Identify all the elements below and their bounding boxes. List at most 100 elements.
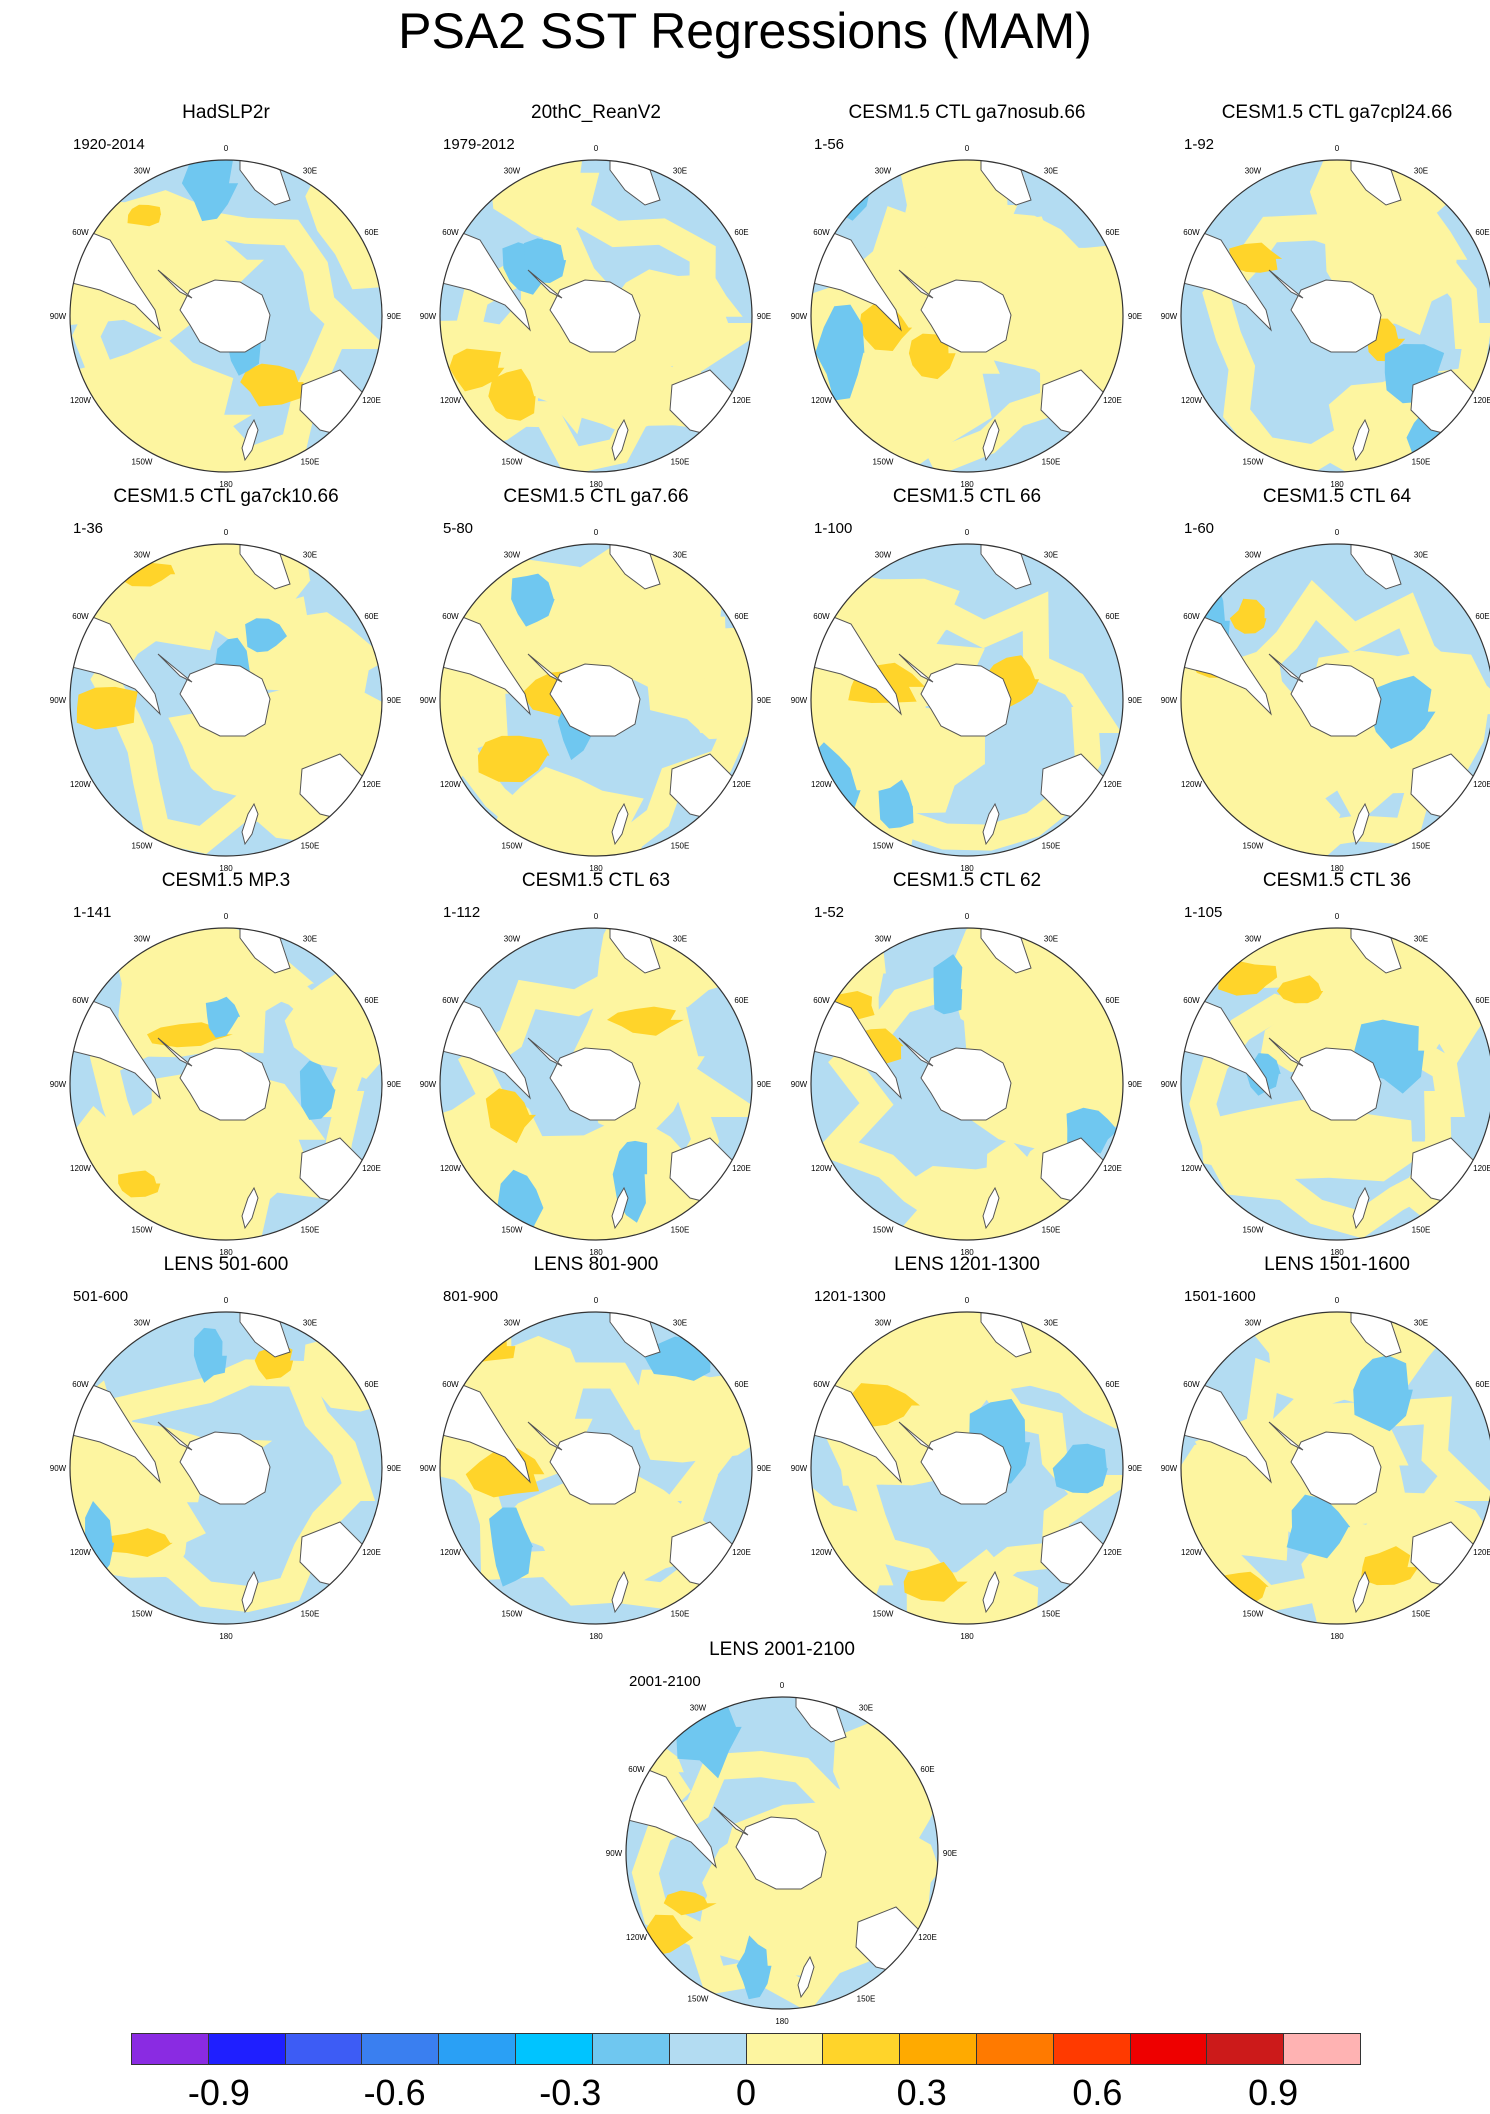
longitude-label: 120E — [1473, 396, 1490, 405]
longitude-label: 120E — [732, 1164, 751, 1173]
panel-period: 501-600 — [73, 1288, 129, 1305]
panel-title: LENS 501-600 — [163, 1254, 289, 1275]
new-zealand-landmass — [982, 1186, 1000, 1230]
negative-anomaly — [814, 160, 872, 221]
colorbar-swatch — [976, 2034, 1054, 2064]
longitude-label: 30E — [673, 551, 687, 560]
new-zealand-landmass — [241, 802, 259, 846]
longitude-label: 60E — [1475, 996, 1489, 1005]
panel-title: CESM1.5 CTL ga7cpl24.66 — [1221, 102, 1453, 123]
antarctica-landmass — [920, 663, 1012, 737]
longitude-label: 120W — [70, 1548, 91, 1557]
longitude-label: 90E — [757, 1464, 771, 1473]
longitude-label: 180 — [219, 1632, 233, 1641]
longitude-label: 30W — [504, 551, 521, 560]
longitude-label: 150E — [301, 842, 320, 851]
longitude-label: 90E — [943, 1849, 957, 1858]
longitude-label: 120E — [1103, 396, 1122, 405]
longitude-label: 180 — [219, 1248, 233, 1257]
longitude-label: 30W — [875, 167, 892, 176]
panel-title: LENS 2001-2100 — [709, 1639, 855, 1660]
longitude-label: 0 — [965, 1296, 970, 1305]
longitude-label: 150W — [502, 1610, 523, 1619]
longitude-label: 60E — [1105, 996, 1119, 1005]
antarctic-peninsula — [527, 1421, 563, 1451]
positive-anomaly-band — [631, 1751, 933, 2009]
strong-positive-anomaly — [485, 1088, 536, 1144]
longitude-label: 0 — [594, 1296, 599, 1305]
longitude-label: 90E — [1128, 312, 1142, 321]
longitude-label: 0 — [594, 528, 599, 537]
longitude-label: 150E — [301, 458, 320, 467]
longitude-label: 60W — [813, 612, 830, 621]
positive-anomaly-band — [812, 968, 1116, 1240]
antarctica-landmass — [1290, 663, 1382, 737]
longitude-label: 150E — [671, 1226, 690, 1235]
longitude-label: 120W — [70, 1164, 91, 1173]
map-boundary — [1180, 159, 1490, 473]
panel-period: 1-105 — [1184, 904, 1223, 921]
longitude-label: 30W — [690, 1704, 707, 1713]
map-boundary — [810, 927, 1124, 1241]
polar-map: 0 30E 60E 90E 120E 150E 180 150W 120W 90W 60W 30W — [791, 528, 1142, 873]
strong-positive-anomaly — [1229, 598, 1267, 634]
longitude-label: 120W — [440, 1164, 461, 1173]
longitude-label: 120W — [1181, 1548, 1202, 1557]
positive-anomaly-region — [494, 1472, 714, 1590]
longitude-label: 150E — [1042, 1610, 1061, 1619]
longitude-label: 120E — [1103, 1164, 1122, 1173]
polar-map: 0 30E 60E 90E 120E 150E 180 150W 120W 90W 60W 30W — [50, 912, 401, 1257]
longitude-label: 90E — [1128, 1464, 1142, 1473]
longitude-label: 60W — [442, 612, 459, 621]
longitude-label: 180 — [1330, 1248, 1344, 1257]
colorbar-swatch — [1284, 2034, 1360, 2064]
longitude-label: 30W — [875, 1319, 892, 1328]
longitude-label: 0 — [965, 912, 970, 921]
strong-positive-anomaly — [1218, 960, 1278, 996]
antarctic-peninsula — [1268, 269, 1304, 299]
positive-anomaly-band — [821, 591, 1122, 851]
map-panel: CESM1.5 MP.3 1-141 0 30E 60E 90E 120E 150E 180 15… — [40, 870, 412, 1270]
longitude-label: 30W — [504, 935, 521, 944]
longitude-label: 180 — [1330, 864, 1344, 873]
map-panel: CESM1.5 CTL ga7nosub.66 1-56 0 30E 60E 90E 120… — [781, 102, 1153, 502]
panel-title: CESM1.5 CTL ga7ck10.66 — [113, 486, 339, 507]
new-zealand-landmass — [611, 1570, 629, 1614]
longitude-label: 0 — [224, 144, 229, 153]
longitude-label: 60E — [1105, 1380, 1119, 1389]
longitude-label: 60W — [1183, 1380, 1200, 1389]
antarctica-landmass — [1290, 1047, 1382, 1121]
longitude-label: 60W — [442, 228, 459, 237]
negative-anomaly — [523, 238, 567, 283]
longitude-label: 150W — [1243, 842, 1264, 851]
longitude-label: 60E — [364, 996, 378, 1005]
longitude-label: 60W — [442, 996, 459, 1005]
positive-anomaly-band — [453, 190, 752, 472]
colorbar-tick-label: -0.3 — [539, 2072, 602, 2113]
longitude-label: 90W — [50, 1464, 67, 1473]
positive-anomaly-band — [440, 596, 752, 856]
polar-map: 0 30E 60E 90E 120E 150E 180 150W 120W 90W 60W 30W — [606, 1681, 957, 2026]
negative-anomaly — [181, 160, 239, 222]
longitude-label: 150W — [502, 1226, 523, 1235]
antarctica-landmass — [1290, 279, 1382, 353]
longitude-label: 180 — [960, 1248, 974, 1257]
antarctica-landmass — [549, 279, 641, 353]
longitude-label: 30E — [303, 935, 317, 944]
antarctic-peninsula — [527, 1037, 563, 1067]
colorbar-tick-label: 0.6 — [1072, 2072, 1123, 2113]
polar-map: 0 30E 60E 90E 120E 150E 180 150W 120W 90W 60W 30W — [420, 912, 771, 1257]
colorbar-swatch — [900, 2034, 977, 2064]
new-zealand-landmass — [611, 802, 629, 846]
map-boundary — [69, 543, 383, 857]
longitude-label: 180 — [1330, 1632, 1344, 1641]
panel-period: 1-100 — [814, 520, 853, 537]
longitude-label: 90W — [420, 312, 437, 321]
antarctic-peninsula — [1268, 1421, 1304, 1451]
map-panel: CESM1.5 CTL ga7cpl24.661-92030E60E90E120… — [1151, 102, 1490, 502]
antarctica-landmass — [179, 1047, 271, 1121]
strong-positive-anomaly — [859, 303, 913, 351]
negative-anomaly — [193, 1327, 227, 1383]
strong-positive-anomaly — [105, 1528, 173, 1557]
longitude-label: 30E — [673, 1319, 687, 1328]
